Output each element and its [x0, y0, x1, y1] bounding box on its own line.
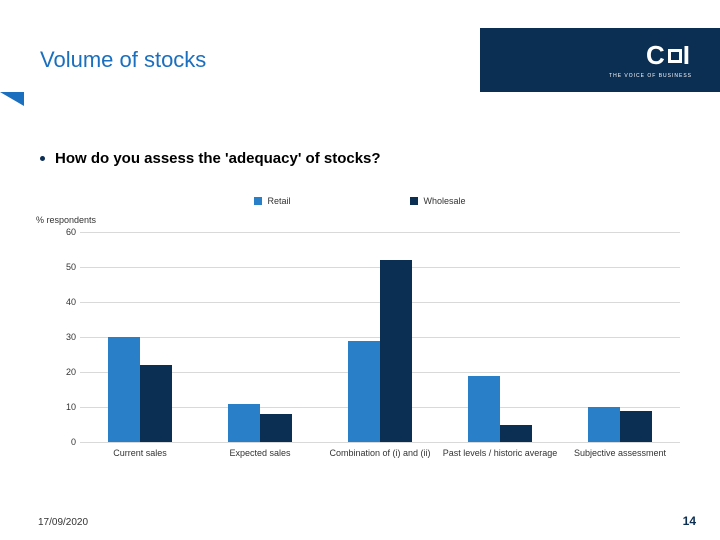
- bar: [620, 411, 652, 443]
- bar: [108, 337, 140, 442]
- legend-swatch-wholesale: [410, 197, 418, 205]
- y-tick-label: 40: [60, 297, 76, 307]
- y-tick-label: 50: [60, 262, 76, 272]
- bullet-row: How do you assess the 'adequacy' of stoc…: [40, 150, 381, 167]
- x-tick-label: Expected sales: [200, 448, 320, 460]
- legend-label-retail: Retail: [267, 196, 290, 206]
- bar: [380, 260, 412, 442]
- x-tick-label: Past levels / historic average: [440, 448, 560, 460]
- y-tick-label: 60: [60, 227, 76, 237]
- y-axis-label: % respondents: [36, 215, 96, 225]
- category-group: [440, 232, 560, 442]
- legend-item-retail: Retail: [254, 196, 290, 206]
- y-tick-label: 0: [60, 437, 76, 447]
- category-group: [200, 232, 320, 442]
- bar: [348, 341, 380, 443]
- bar: [468, 376, 500, 443]
- legend-item-wholesale: Wholesale: [410, 196, 465, 206]
- title-box: Volume of stocks: [0, 28, 480, 92]
- y-tick-label: 30: [60, 332, 76, 342]
- logo-letter-i: I: [683, 40, 692, 71]
- bullet-text: How do you assess the 'adequacy' of stoc…: [55, 150, 381, 167]
- category-group: [560, 232, 680, 442]
- logo-text: C I: [646, 40, 692, 71]
- bar-chart: 0102030405060: [80, 232, 680, 442]
- legend: Retail Wholesale: [0, 196, 720, 206]
- x-tick-label: Combination of (i) and (ii): [320, 448, 440, 460]
- x-axis-labels: Current salesExpected salesCombination o…: [80, 448, 680, 460]
- legend-swatch-retail: [254, 197, 262, 205]
- title-chevron: [0, 92, 24, 106]
- footer-page: 14: [683, 514, 696, 528]
- category-group: [80, 232, 200, 442]
- bars-container: [80, 232, 680, 442]
- bar: [500, 425, 532, 443]
- logo-subtitle: THE VOICE OF BUSINESS: [609, 73, 692, 79]
- y-tick-label: 20: [60, 367, 76, 377]
- cbi-logo: C I: [646, 40, 692, 71]
- y-tick-label: 10: [60, 402, 76, 412]
- x-tick-label: Current sales: [80, 448, 200, 460]
- logo-letter-c: C: [646, 40, 667, 71]
- bar: [260, 414, 292, 442]
- grid-line: [80, 442, 680, 443]
- x-tick-label: Subjective assessment: [560, 448, 680, 460]
- bar: [588, 407, 620, 442]
- page-title: Volume of stocks: [40, 47, 206, 73]
- bar: [140, 365, 172, 442]
- footer-date: 17/09/2020: [38, 517, 88, 528]
- legend-label-wholesale: Wholesale: [423, 196, 465, 206]
- category-group: [320, 232, 440, 442]
- bullet-icon: [40, 156, 45, 161]
- logo-square-icon: [668, 49, 682, 63]
- bar: [228, 404, 260, 443]
